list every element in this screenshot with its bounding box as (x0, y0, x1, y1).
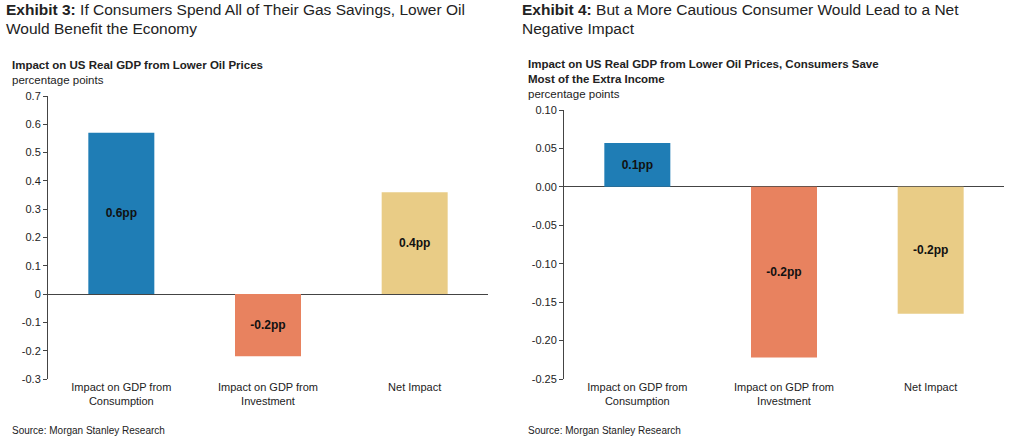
svg-text:Impact on GDP fromConsumption: Impact on GDP fromConsumption (71, 381, 171, 407)
svg-text:Impact on US Real GDP from Low: Impact on US Real GDP from Lower Oil Pri… (528, 58, 879, 100)
svg-text:-0.2: -0.2 (22, 345, 41, 357)
svg-text:Net Impact: Net Impact (904, 381, 957, 393)
svg-text:-0.10: -0.10 (532, 258, 557, 270)
svg-text:-0.05: -0.05 (532, 219, 557, 231)
svg-text:Impact on US Real GDP from Low: Impact on US Real GDP from Lower Oil Pri… (12, 59, 263, 86)
svg-text:-0.2pp: -0.2pp (913, 243, 948, 257)
svg-text:Impact on GDP fromInvestment: Impact on GDP fromInvestment (734, 381, 834, 407)
svg-text:0.2: 0.2 (26, 231, 41, 243)
html-text:Exhibit 3: If Consumers Spend: Exhibit 3: If Consumers Spend All of The… (6, 1, 465, 37)
svg-text:Source: Morgan Stanley Researc: Source: Morgan Stanley Research (528, 425, 681, 436)
svg-text:Net Impact: Net Impact (388, 381, 441, 393)
svg-text:Impact on GDP fromConsumption: Impact on GDP fromConsumption (587, 381, 687, 407)
svg-text:0.4: 0.4 (26, 175, 41, 187)
svg-text:0.4pp: 0.4pp (399, 236, 430, 250)
svg-text:0.00: 0.00 (535, 181, 556, 193)
svg-text:-0.2pp: -0.2pp (766, 265, 801, 279)
svg-text:0.7: 0.7 (26, 90, 41, 102)
svg-text:0.5: 0.5 (26, 146, 41, 158)
svg-text:0: 0 (35, 288, 41, 300)
svg-text:-0.20: -0.20 (532, 334, 557, 346)
svg-text:0.05: 0.05 (535, 142, 556, 154)
svg-text:0.6: 0.6 (26, 118, 41, 130)
svg-text:-0.3: -0.3 (22, 373, 41, 385)
svg-text:0.3: 0.3 (26, 203, 41, 215)
svg-text:Source: Morgan Stanley Researc: Source: Morgan Stanley Research (12, 425, 165, 436)
svg-text:-0.2pp: -0.2pp (250, 318, 285, 332)
html-text:Exhibit 4: But a More Cautious: Exhibit 4: But a More Cautious Consumer … (522, 1, 959, 37)
svg-text:0.6pp: 0.6pp (106, 206, 137, 220)
svg-text:0.1: 0.1 (26, 260, 41, 272)
svg-text:0.1pp: 0.1pp (622, 158, 653, 172)
svg-text:0.10: 0.10 (535, 104, 556, 116)
svg-text:-0.1: -0.1 (22, 316, 41, 328)
svg-text:-0.25: -0.25 (532, 373, 557, 385)
svg-text:-0.15: -0.15 (532, 296, 557, 308)
svg-text:Impact on GDP fromInvestment: Impact on GDP fromInvestment (218, 381, 318, 407)
